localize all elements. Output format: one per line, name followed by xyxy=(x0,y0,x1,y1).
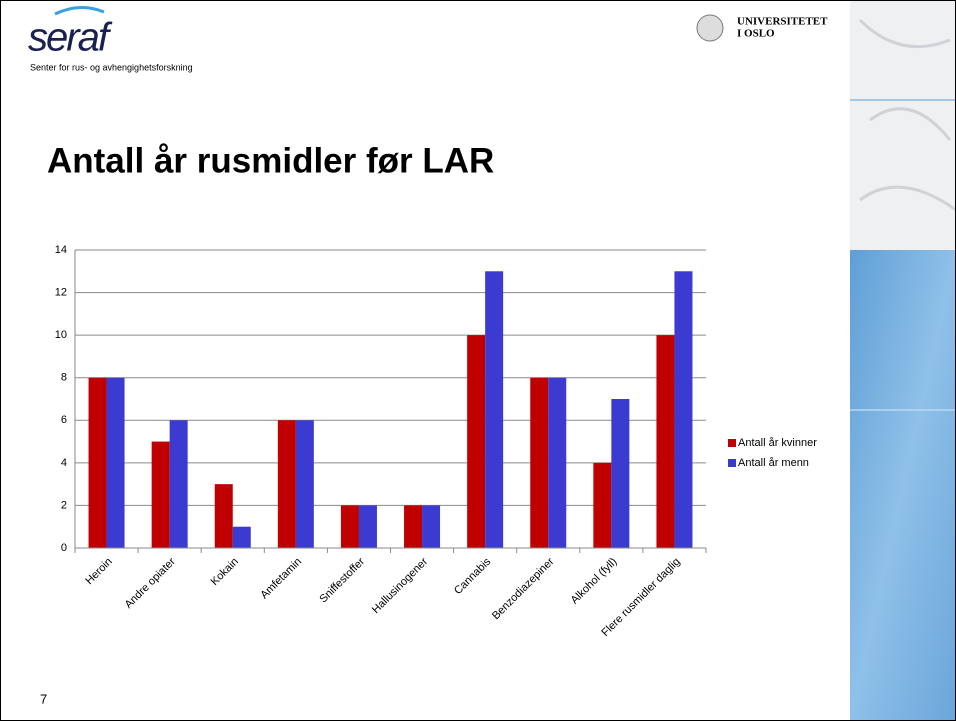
slide: seraf Senter for rus- og avhengighetsfor… xyxy=(0,0,956,721)
bar xyxy=(152,442,170,548)
y-tick-label: 8 xyxy=(61,372,67,384)
bar xyxy=(548,378,566,548)
bar xyxy=(296,420,314,548)
legend-swatch xyxy=(728,439,736,447)
university-name: I OSLO xyxy=(737,28,775,40)
slide-title: Antall år rusmidler før LAR xyxy=(47,141,494,180)
y-tick-label: 14 xyxy=(55,244,67,256)
bar xyxy=(656,335,674,548)
bar xyxy=(359,505,377,548)
y-tick-label: 4 xyxy=(61,457,67,469)
university-name: UNIVERSITETET xyxy=(737,16,828,28)
bar xyxy=(233,527,251,548)
logo-subtitle: Senter for rus- og avhengighetsforskning xyxy=(30,62,193,72)
legend-label: Antall år kvinner xyxy=(738,437,817,449)
decor-panel xyxy=(850,250,956,721)
decor-top xyxy=(850,0,956,250)
legend-swatch xyxy=(728,459,736,467)
bar xyxy=(107,378,125,548)
y-tick-label: 0 xyxy=(61,542,67,554)
bar xyxy=(341,505,359,548)
y-tick-label: 10 xyxy=(55,329,67,341)
bar xyxy=(611,399,629,548)
y-tick-label: 2 xyxy=(61,499,67,511)
bar xyxy=(467,335,485,548)
bar xyxy=(215,484,233,548)
legend-label: Antall år menn xyxy=(738,457,809,469)
y-tick-label: 12 xyxy=(55,286,67,298)
bar xyxy=(674,271,692,548)
slide-number: 7 xyxy=(40,691,47,706)
y-tick-label: 6 xyxy=(61,414,67,426)
university-seal xyxy=(697,15,723,41)
bar xyxy=(530,378,548,548)
bar xyxy=(89,378,107,548)
bar xyxy=(170,420,188,548)
bar xyxy=(485,271,503,548)
bar xyxy=(404,505,422,548)
logo-name: seraf xyxy=(28,16,113,60)
bar xyxy=(593,463,611,548)
bar xyxy=(278,420,296,548)
bar xyxy=(422,505,440,548)
